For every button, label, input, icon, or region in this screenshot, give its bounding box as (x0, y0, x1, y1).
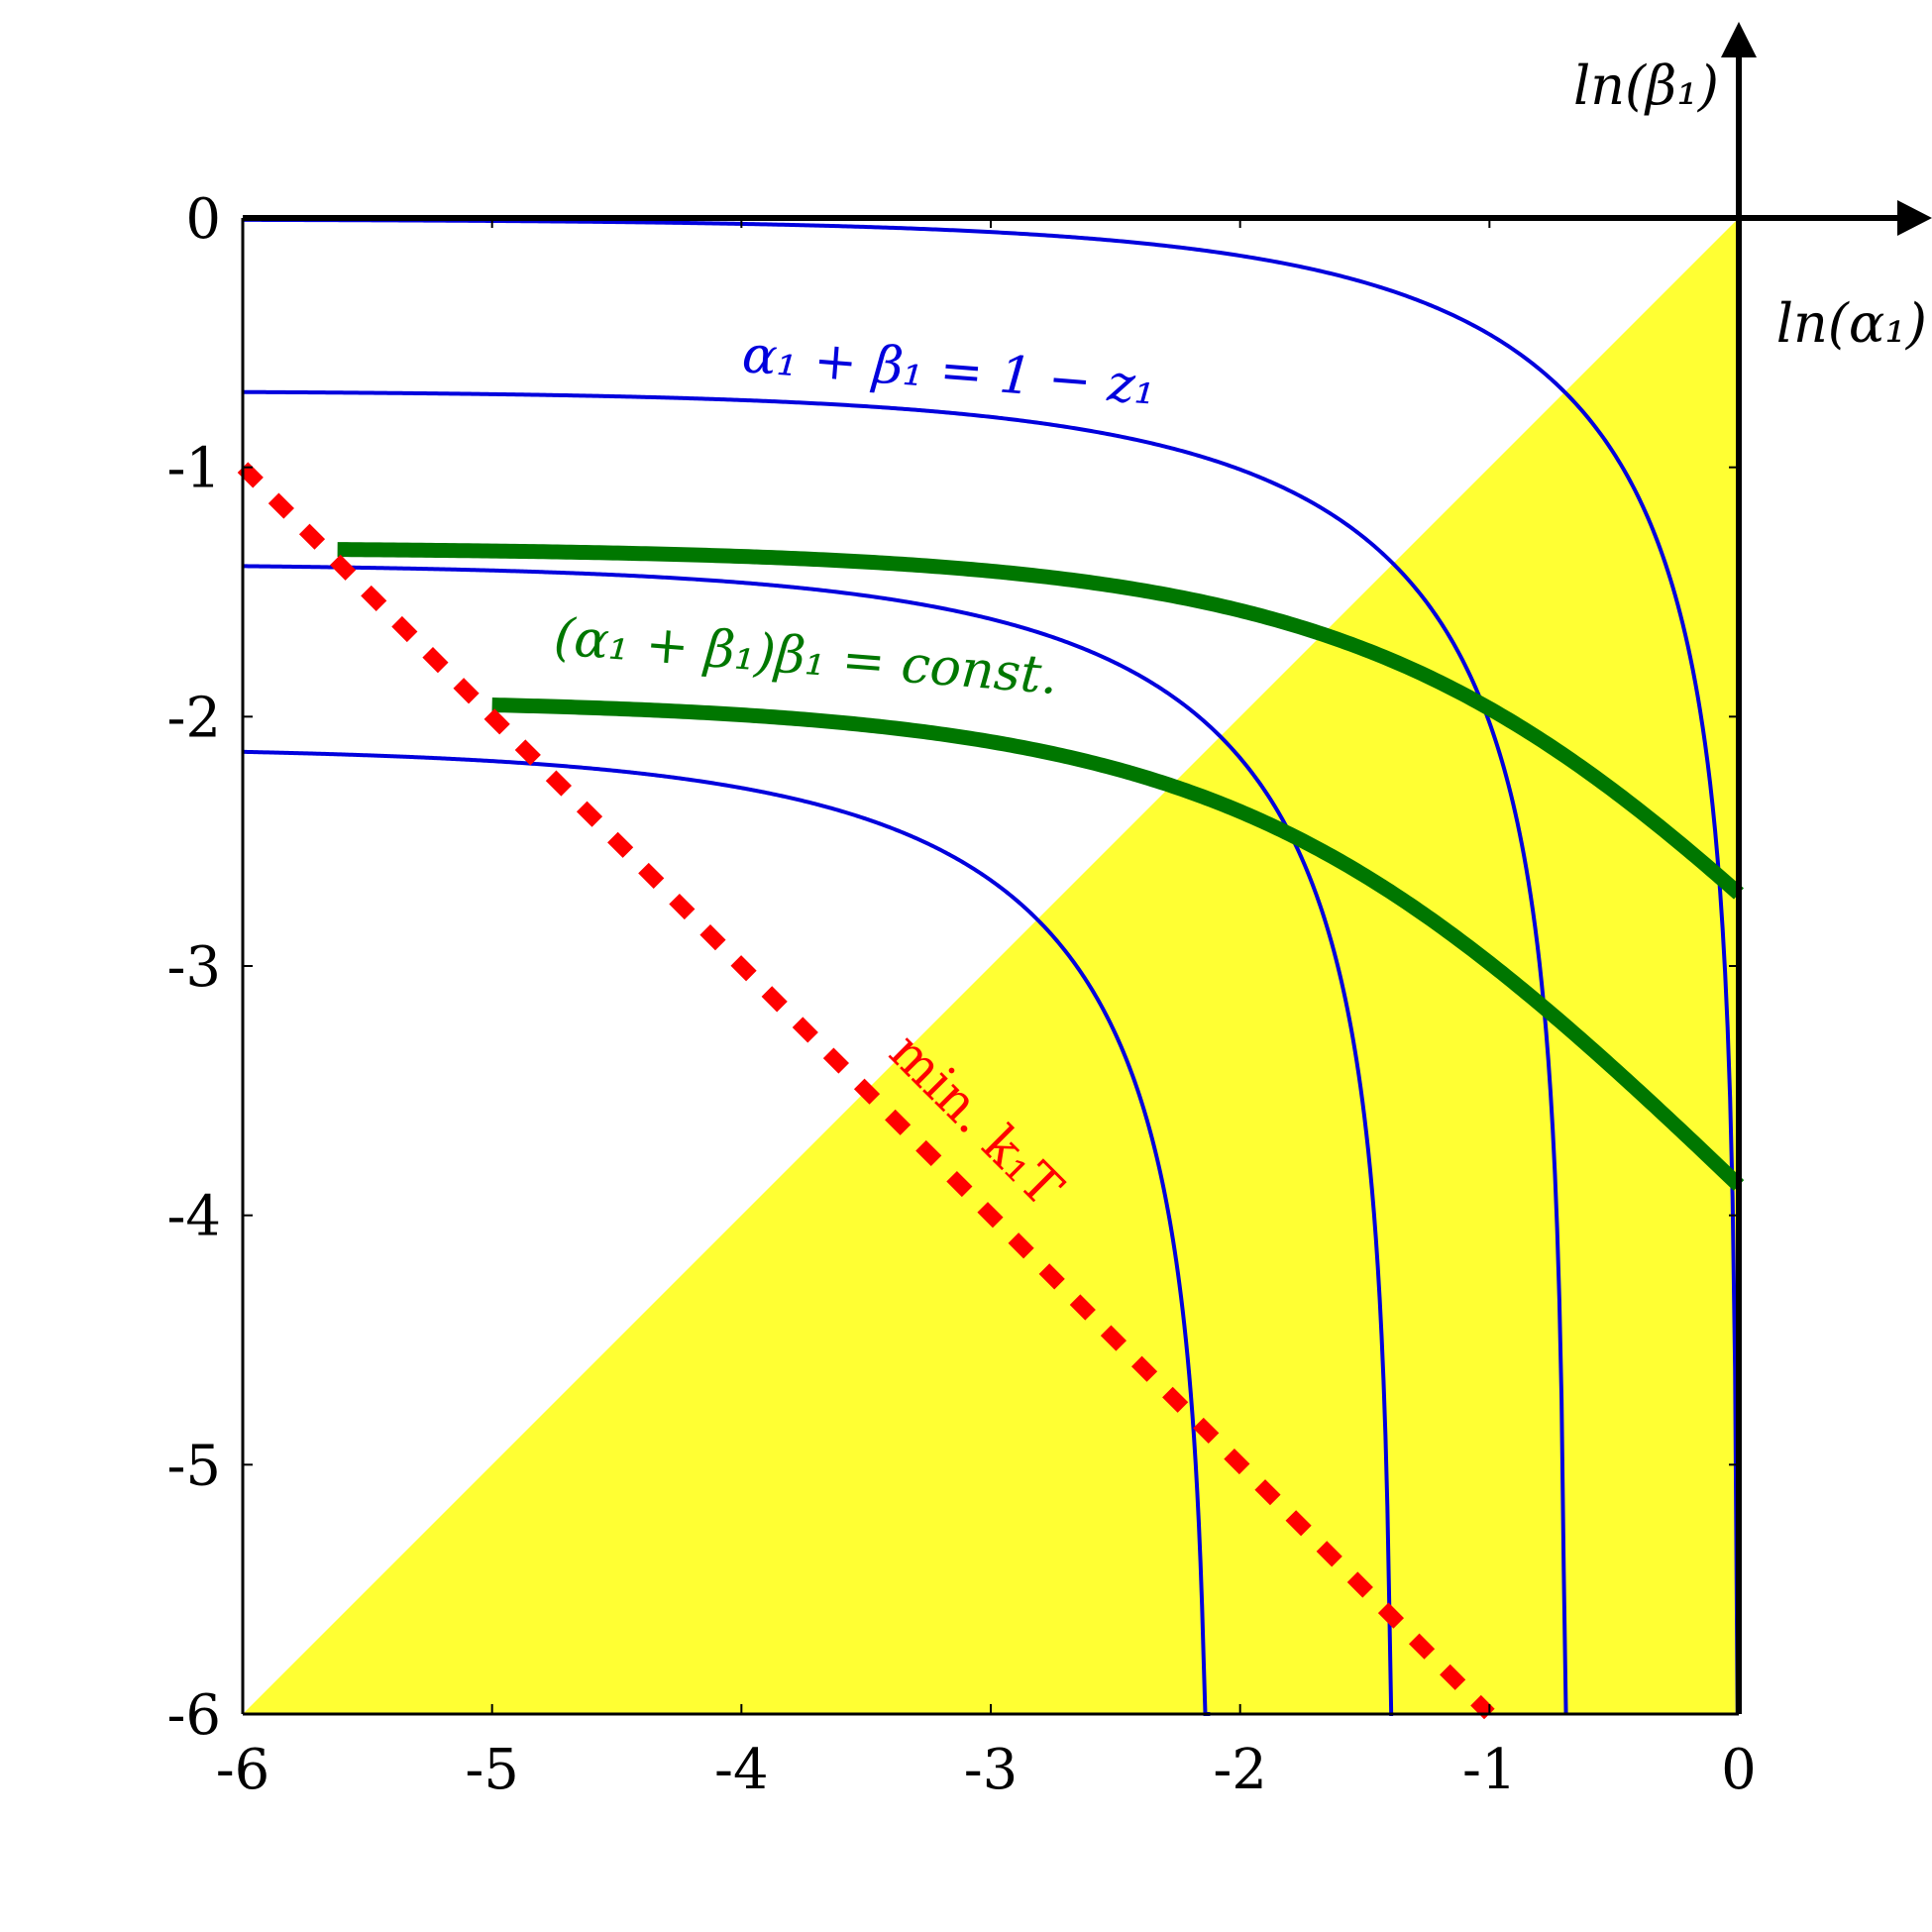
y-axis-title: ln(β₁) (1573, 54, 1719, 117)
y-axis-arrowhead (1721, 22, 1757, 57)
red-dashed-line (237, 462, 1495, 1720)
x-axis-title: ln(α₁) (1776, 292, 1927, 355)
x-tick-label: 0 (1721, 1738, 1757, 1802)
annotation-green: (α₁ + β₁)β₁ = const. (552, 607, 1060, 706)
region-layer (243, 218, 1739, 1714)
x-tick-label: -2 (1213, 1738, 1267, 1802)
y-tick-label: -6 (166, 1683, 221, 1748)
x-tick-label: -5 (465, 1738, 519, 1802)
y-tick-label: -3 (166, 935, 221, 1000)
green-curve-1 (337, 542, 1744, 900)
blue-curve-3 (242, 564, 1394, 1716)
y-tick-label: -2 (166, 686, 221, 750)
green-curve-2 (491, 698, 1745, 1191)
y-tick-label: -4 (166, 1185, 221, 1249)
x-tick-label: -6 (216, 1738, 270, 1802)
x-tick-label: -1 (1462, 1738, 1517, 1802)
blue-curve-4 (242, 749, 1211, 1716)
x-axis-arrowhead (1897, 200, 1932, 236)
y-tick-label: 0 (185, 187, 221, 252)
blue-curve-2 (242, 389, 1568, 1715)
curve-layer (237, 217, 1745, 1720)
x-tick-label: -3 (964, 1738, 1019, 1802)
y-tick-label: -1 (166, 437, 221, 501)
x-tick-label: -4 (714, 1738, 769, 1802)
y-tick-label: -5 (166, 1434, 221, 1498)
tick-layer: -6 -5 -4 -3 -2 -1 0 0 -1 -2 -3 -4 -5 -6 (166, 187, 1756, 1802)
yellow-region (243, 218, 1739, 1714)
